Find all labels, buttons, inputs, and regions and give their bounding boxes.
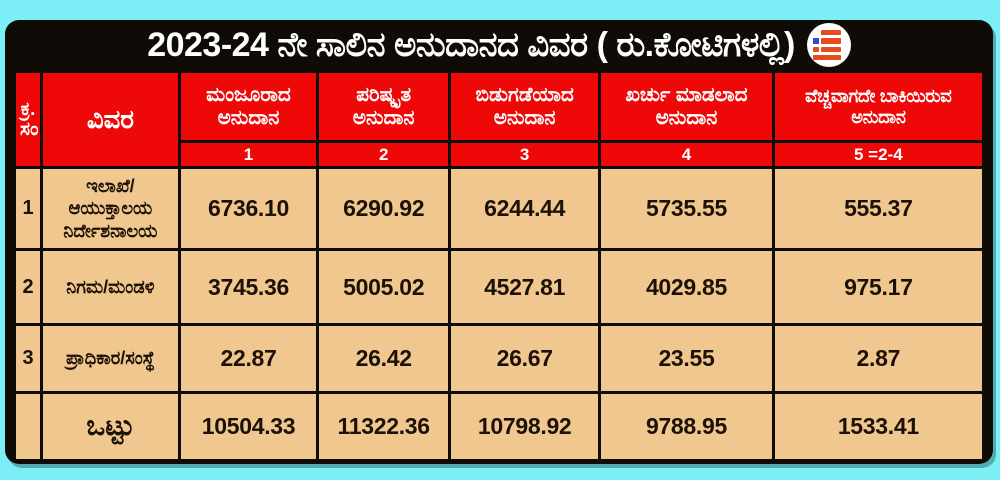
cell-value: 4029.85 bbox=[598, 248, 775, 326]
col-header-revised-grant: ಪರಿಷ್ಕೃತ ಅನುದಾನ bbox=[316, 70, 452, 143]
row-detail: ನಿಗಮ/ಮಂಡಳಿ bbox=[40, 248, 181, 326]
cell-value: 2.87 bbox=[771, 323, 986, 394]
col-header-details: ವಿವರ bbox=[40, 70, 181, 169]
table-row: 2 ನಿಗಮ/ಮಂಡಳಿ 3745.36 5005.02 4527.81 402… bbox=[12, 248, 986, 326]
column-number-row: 1 2 3 4 5 =2-4 bbox=[15, 140, 986, 169]
logo-stem bbox=[813, 46, 819, 53]
cell-value: 6244.44 bbox=[448, 166, 602, 251]
total-row-empty-cell bbox=[12, 391, 44, 462]
cell-value: 22.87 bbox=[177, 323, 320, 394]
row-detail: ಪ್ರಾಧಿಕಾರ/ಸಂಸ್ಥೆ bbox=[40, 323, 181, 394]
cell-value: 3745.36 bbox=[177, 248, 320, 326]
total-row: ಒಟ್ಟು 10504.33 11322.36 10798.92 9788.95… bbox=[12, 391, 986, 462]
col-header-slno: ಕ್ರ. ಸಂ bbox=[12, 70, 44, 169]
logo-bar-bottom bbox=[813, 55, 842, 61]
col-header-spent-grant: ಖರ್ಚು ಮಾಡಲಾದ ಅನುದಾನ bbox=[598, 70, 775, 143]
row-detail: ಇಲಾಖೆ/ ಆಯುಕ್ತಾಲಯ ನಿರ್ದೇಶನಾಲಯ bbox=[40, 166, 181, 251]
eedina-publisher-logo-icon bbox=[806, 23, 851, 67]
row-slno: 2 bbox=[12, 248, 44, 326]
col-number-3: 3 bbox=[448, 140, 602, 169]
table-row: 3 ಪ್ರಾಧಿಕಾರ/ಸಂಸ್ಥೆ 22.87 26.42 26.67 23.… bbox=[12, 323, 986, 394]
col-number-5: 5 =2-4 bbox=[771, 140, 986, 169]
cell-value: 975.17 bbox=[771, 248, 986, 326]
total-value: 11322.36 bbox=[316, 391, 452, 462]
col-number-4: 4 bbox=[598, 140, 775, 169]
total-value: 9788.95 bbox=[598, 391, 775, 462]
total-value: 10798.92 bbox=[448, 391, 602, 462]
cell-value: 6290.92 bbox=[316, 166, 452, 251]
row-slno: 3 bbox=[12, 323, 44, 394]
logo-bar-middle bbox=[821, 38, 842, 44]
logo-bar-lower bbox=[821, 46, 842, 53]
cell-value: 26.42 bbox=[316, 323, 452, 394]
table-header-row: ಕ್ರ. ಸಂ ವಿವರ ಮಂಜೂರಾದ ಅನುದಾನ ಪರಿಷ್ಕೃತ ಅನು… bbox=[12, 70, 986, 169]
cell-value: 26.67 bbox=[448, 323, 602, 394]
page-title: 2023-24 ನೇ ಸಾಲಿನ ಅನುದಾನದ ವಿವರ ( ರು.ಕೋಟಿಗ… bbox=[147, 26, 795, 64]
col-header-unspent-balance-grant: ವೆಚ್ಚವಾಗದೇ ಬಾಕಿಯಿರುವ ಅನುದಾನ bbox=[771, 70, 986, 143]
col-header-released-grant: ಬಿಡುಗಡೆಯಾದ ಅನುದಾನ bbox=[448, 70, 602, 143]
cell-value: 5005.02 bbox=[316, 248, 452, 326]
cell-value: 5735.55 bbox=[598, 166, 775, 251]
col-number-2: 2 bbox=[316, 140, 452, 169]
infographic-board: 2023-24 ನೇ ಸಾಲಿನ ಅನುದಾನದ ವಿವರ ( ರು.ಕೋಟಿಗ… bbox=[5, 20, 993, 464]
title-bar: 2023-24 ನೇ ಸಾಲಿನ ಅನುದಾನದ ವಿವರ ( ರು.ಕೋಟಿಗ… bbox=[13, 20, 985, 70]
total-value: 1533.41 bbox=[771, 391, 986, 462]
col-number-1: 1 bbox=[177, 140, 320, 169]
logo-bar-top bbox=[821, 30, 842, 36]
row-slno: 1 bbox=[12, 166, 44, 251]
logo-blue-square bbox=[813, 38, 819, 44]
cell-value: 4527.81 bbox=[448, 248, 602, 326]
cell-value: 6736.10 bbox=[177, 166, 320, 251]
total-value: 10504.33 bbox=[177, 391, 320, 462]
col-header-sanctioned-grant: ಮಂಜೂರಾದ ಅನುದಾನ bbox=[177, 70, 320, 143]
cell-value: 23.55 bbox=[598, 323, 775, 394]
total-label: ಒಟ್ಟು bbox=[40, 391, 181, 462]
table-row: 1 ಇಲಾಖೆ/ ಆಯುಕ್ತಾಲಯ ನಿರ್ದೇಶನಾಲಯ 6736.10 6… bbox=[12, 166, 986, 251]
grants-table: ಕ್ರ. ಸಂ ವಿವರ ಮಂಜೂರಾದ ಅನುದಾನ ಪರಿಷ್ಕೃತ ಅನು… bbox=[12, 70, 986, 462]
cell-value: 555.37 bbox=[771, 166, 986, 251]
